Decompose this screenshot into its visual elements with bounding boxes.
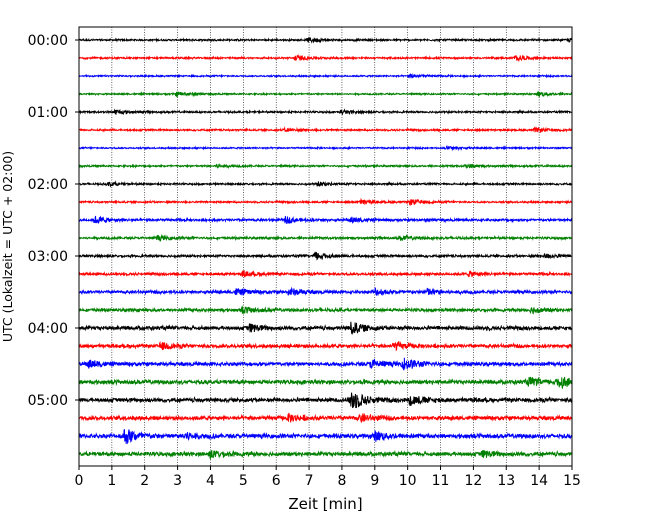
trace-0015 (78, 53, 573, 63)
y-tick-label: 01:00 (28, 105, 68, 121)
trace-0245 (78, 233, 573, 242)
x-tick-label: 11 (432, 473, 450, 489)
trace-0045 (78, 91, 573, 98)
trace-0100 (78, 108, 573, 116)
x-axis-label: Zeit [min] (288, 495, 362, 513)
x-axis-ticks: 0 1 2 3 4 5 6 7 8 9 10 11 12 13 14 15 (75, 466, 581, 489)
x-tick-label: 5 (239, 473, 248, 489)
y-axis-ticks: 00:00 01:00 02:00 03:00 04:00 05:00 (28, 33, 79, 409)
trace-0145 (78, 163, 573, 170)
x-tick-label: 12 (464, 473, 482, 489)
x-tick-label: 2 (140, 473, 149, 489)
trace-0030 (78, 72, 573, 79)
y-tick-label: 05:00 (28, 393, 68, 409)
seismogram-traces (78, 36, 573, 461)
x-tick-label: 6 (272, 473, 281, 489)
x-tick-label: 8 (337, 473, 346, 489)
trace-0200 (78, 180, 573, 188)
trace-0000 (78, 36, 573, 44)
y-tick-label: 02:00 (28, 177, 68, 193)
plot-frame (78, 26, 573, 467)
trace-0215 (78, 197, 573, 207)
trace-0345 (78, 305, 573, 315)
x-tick-label: 7 (305, 473, 314, 489)
x-tick-label: 10 (399, 473, 417, 489)
x-tick-label: 1 (107, 473, 116, 489)
y-axis-label: UTC (Lokalzeit = UTC + 02:00) (0, 151, 15, 342)
x-tick-label: 3 (173, 473, 182, 489)
trace-0330 (78, 286, 573, 296)
trace-0545 (78, 449, 573, 461)
trace-0415 (78, 340, 573, 352)
y-tick-label: 03:00 (28, 249, 68, 265)
x-tick-label: 15 (563, 473, 581, 489)
trace-0400 (78, 321, 573, 336)
trace-0515 (78, 412, 573, 423)
trace-0445 (78, 376, 573, 390)
y-tick-label: 04:00 (28, 321, 68, 337)
x-tick-label: 13 (497, 473, 515, 489)
trace-0530 (78, 429, 573, 445)
x-tick-label: 0 (75, 473, 84, 489)
trace-0130 (78, 145, 573, 152)
x-tick-label: 4 (206, 473, 215, 489)
y-tick-label: 00:00 (28, 33, 68, 49)
trace-0500 (78, 392, 573, 409)
trace-0315 (78, 269, 573, 278)
x-tick-label: 14 (530, 473, 548, 489)
trace-0115 (78, 126, 573, 134)
trace-0430 (78, 357, 573, 371)
x-tick-label: 9 (370, 473, 379, 489)
trace-0230 (78, 215, 573, 225)
trace-0300 (78, 251, 573, 261)
